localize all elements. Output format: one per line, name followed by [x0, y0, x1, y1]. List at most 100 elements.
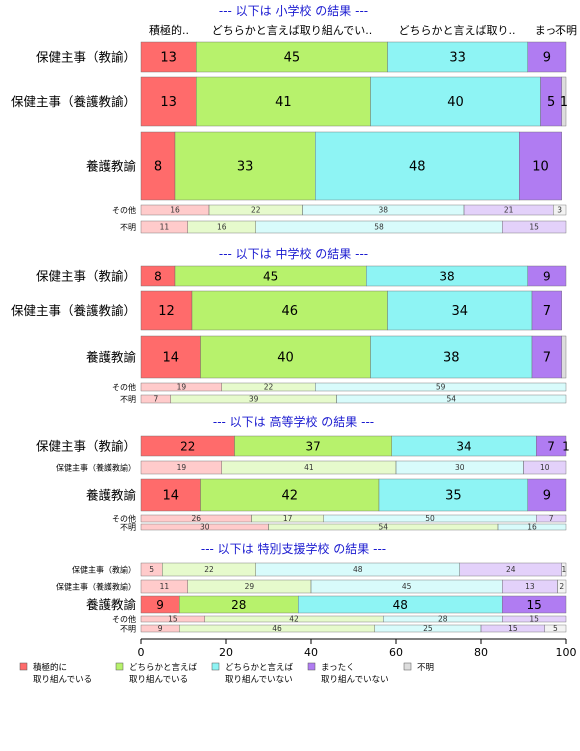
data-label: 17: [283, 514, 293, 523]
legend-swatch: [19, 662, 28, 671]
x-tick-label: 100: [556, 646, 577, 659]
data-label: 50: [425, 514, 435, 523]
data-label: 19: [177, 463, 187, 472]
data-label: 22: [204, 565, 214, 574]
data-label: 15: [526, 598, 541, 612]
x-tick-label: 20: [219, 646, 233, 659]
bar-segment: [196, 76, 371, 127]
bar-segment: [536, 514, 567, 523]
data-label: 28: [231, 598, 246, 612]
data-label: 12: [158, 304, 175, 319]
bar-segment: [140, 290, 193, 331]
data-label: 40: [277, 351, 294, 366]
data-label: 15: [529, 615, 539, 624]
data-label: 10: [540, 463, 550, 472]
column-header: どちらかと言えば取り..: [399, 24, 516, 37]
data-label: 15: [529, 223, 539, 232]
data-label: 11: [160, 582, 170, 591]
data-label: 54: [446, 395, 456, 404]
bar-segment: [527, 478, 567, 512]
bar-segment: [200, 478, 380, 512]
bar-segment: [531, 290, 562, 331]
legend-label: 積極的に: [33, 662, 67, 673]
data-label: 19: [177, 383, 187, 392]
data-label: 21: [504, 206, 514, 215]
legend-label: どちらかと言えば: [225, 662, 294, 673]
legend-label: 取り組んでいる: [129, 674, 188, 685]
category-label: 保健主事（養護教諭）: [56, 581, 136, 591]
data-label: 7: [549, 514, 554, 523]
data-label: 1: [562, 439, 570, 453]
data-label: 45: [263, 269, 278, 283]
data-label: 59: [436, 383, 446, 392]
data-label: 22: [251, 206, 261, 215]
category-label: 不明: [120, 223, 136, 232]
data-label: 15: [508, 624, 518, 633]
x-tick-label: 80: [474, 646, 488, 659]
data-label: 7: [153, 395, 158, 404]
bar-segment: [378, 478, 528, 512]
category-label: その他: [112, 513, 136, 523]
data-label: 34: [451, 304, 468, 319]
data-label: 14: [162, 351, 179, 366]
bar-segment: [502, 595, 567, 614]
data-label: 13: [525, 582, 535, 591]
data-label: 38: [443, 351, 460, 366]
category-label: 保健主事（教諭）: [36, 50, 136, 65]
bar-segment: [553, 204, 567, 216]
data-label: 42: [281, 489, 298, 504]
x-tick-label: 40: [304, 646, 318, 659]
category-label: 保健主事（養護教諭）: [11, 303, 136, 318]
bar-segment: [174, 131, 316, 201]
data-label: 22: [180, 439, 195, 453]
data-label: 35: [445, 489, 462, 504]
bar-segment: [502, 220, 567, 234]
data-label: 13: [160, 95, 177, 110]
category-label: 不明: [120, 523, 136, 532]
category-label: 保健主事（教諭）: [36, 269, 136, 284]
legend-label: 取り組んでいる: [33, 674, 92, 685]
panel-title: --- 以下は 特別支援学校 の結果 ---: [201, 541, 386, 556]
bar-segment: [315, 382, 567, 392]
data-label: 37: [305, 439, 320, 453]
legend-label: 不明: [417, 663, 434, 673]
bar-segment: [370, 335, 533, 379]
category-label: 保健主事（教諭）: [72, 564, 136, 574]
data-label: 9: [543, 269, 551, 283]
data-label: 5: [547, 95, 555, 110]
data-label: 3: [557, 206, 562, 215]
data-label: 34: [456, 439, 471, 453]
data-label: 1: [561, 565, 566, 574]
data-label: 10: [532, 160, 549, 175]
legend-swatch: [307, 662, 316, 671]
data-label: 15: [168, 615, 178, 624]
column-header: 積極的..: [149, 23, 189, 37]
data-label: 42: [289, 615, 299, 624]
category-label: その他: [112, 614, 136, 624]
data-label: 39: [249, 395, 259, 404]
bar-segment: [140, 76, 197, 127]
bar-segment: [561, 335, 567, 379]
column-header: どちらかと言えば取り組んでい..: [212, 24, 372, 37]
legend-swatch: [115, 662, 124, 671]
bar-segment: [557, 579, 567, 594]
category-label: 不明: [120, 624, 136, 633]
data-label: 30: [455, 463, 465, 472]
data-label: 48: [393, 598, 408, 612]
data-label: 5: [149, 565, 154, 574]
data-label: 9: [156, 598, 164, 612]
panel-title: --- 以下は 高等学校 の結果 ---: [213, 414, 374, 429]
data-label: 1: [560, 95, 568, 110]
data-label: 30: [200, 523, 210, 532]
data-label: 9: [543, 489, 551, 504]
data-label: 11: [160, 223, 170, 232]
column-header: まっ..: [535, 24, 564, 37]
legend-label: どちらかと言えば: [129, 662, 198, 673]
data-label: 5: [553, 624, 558, 633]
bar-segment: [387, 290, 533, 331]
category-label: 保健主事（養護教諭）: [11, 94, 136, 109]
data-label: 9: [543, 51, 551, 66]
panel-title: --- 以下は 小学校 の結果 ---: [219, 3, 368, 18]
x-tick-label: 0: [138, 646, 145, 659]
